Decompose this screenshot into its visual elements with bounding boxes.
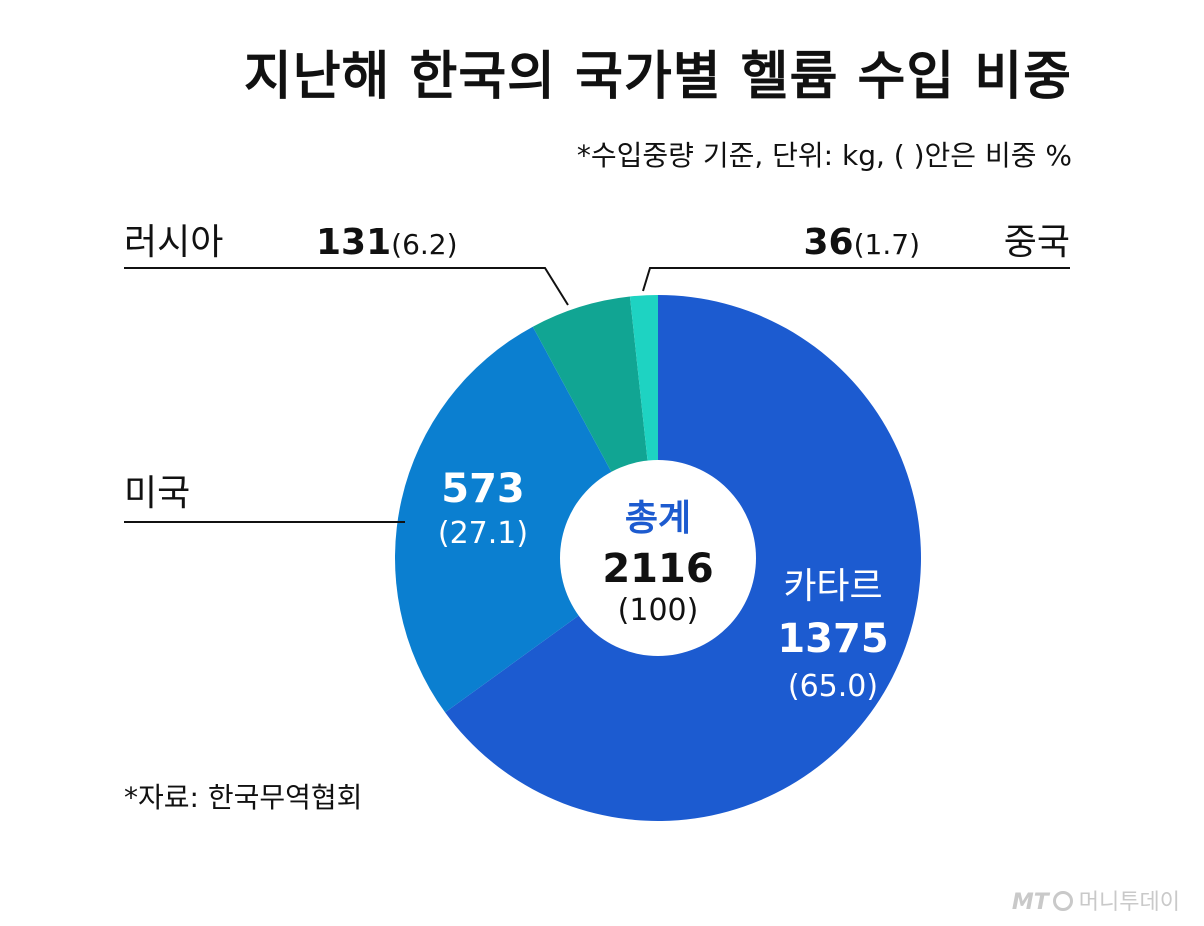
slice-value-usa: 573 — [441, 466, 525, 512]
source-note: *자료: 한국무역협회 — [124, 781, 363, 814]
leader-line-russia — [124, 267, 569, 306]
slice-name-china: 중국 — [1004, 222, 1070, 263]
center-title: 총계 — [625, 498, 691, 539]
china-value-label: 36(1.7) — [804, 222, 921, 263]
slice-share-china: (1.7) — [854, 228, 920, 261]
slice-value-russia: 131 — [316, 222, 391, 263]
slice-share-qatar: (65.0) — [788, 669, 878, 704]
slice-name-qatar: 카타르 — [783, 566, 882, 607]
publisher-logo: MT 머니투데이 — [1012, 884, 1180, 916]
slice-usa — [394, 326, 658, 713]
slice-value-china: 36 — [804, 222, 854, 263]
slice-share-usa: (27.1) — [438, 516, 528, 551]
leader-lines — [124, 267, 1070, 523]
slice-name-russia: 러시아 — [124, 222, 223, 263]
logo-name: 머니투데이 — [1078, 890, 1180, 915]
chart-title: 지난해 한국의 국가별 헬륨 수입 비중 — [243, 47, 1072, 107]
slice-name-usa: 미국 — [124, 473, 190, 514]
leader-line-china — [642, 267, 1070, 292]
center-total-value: 2116 — [602, 546, 713, 592]
chart-subtitle: *수입중량 기준, 단위: kg, ( )안은 비중 % — [576, 139, 1072, 172]
russia-value-label: 131(6.2) — [316, 222, 458, 263]
slice-share-russia: (6.2) — [391, 228, 457, 261]
donut-hole — [560, 460, 756, 656]
center-total-share: (100) — [618, 593, 699, 628]
logo-circle-icon — [1052, 891, 1073, 911]
slice-value-qatar: 1375 — [777, 616, 888, 662]
logo-mark: MT — [1011, 890, 1049, 915]
